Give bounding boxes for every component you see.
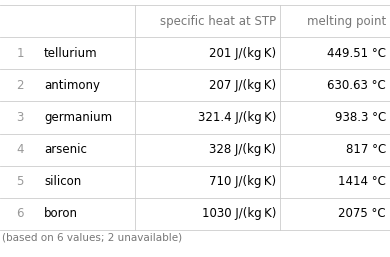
Text: antimony: antimony [44,79,100,92]
Text: (based on 6 values; 2 unavailable): (based on 6 values; 2 unavailable) [2,232,182,242]
Text: germanium: germanium [44,111,112,124]
Text: melting point: melting point [307,15,386,27]
Text: specific heat at STP: specific heat at STP [160,15,276,27]
Text: boron: boron [44,207,78,221]
Text: 710 J/(kg K): 710 J/(kg K) [209,175,276,188]
Text: 1030 J/(kg K): 1030 J/(kg K) [202,207,276,221]
Text: 1: 1 [16,47,24,60]
Text: 2075 °C: 2075 °C [339,207,386,221]
Text: 630.63 °C: 630.63 °C [327,79,386,92]
Text: 3: 3 [16,111,24,124]
Text: arsenic: arsenic [44,143,87,156]
Text: 449.51 °C: 449.51 °C [327,47,386,60]
Text: 6: 6 [16,207,24,221]
Text: 938.3 °C: 938.3 °C [335,111,386,124]
Text: 1414 °C: 1414 °C [338,175,386,188]
Text: 4: 4 [16,143,24,156]
Text: silicon: silicon [44,175,81,188]
Text: 201 J/(kg K): 201 J/(kg K) [209,47,276,60]
Text: 321.4 J/(kg K): 321.4 J/(kg K) [198,111,276,124]
Text: 207 J/(kg K): 207 J/(kg K) [209,79,276,92]
Text: 5: 5 [16,175,24,188]
Text: 817 °C: 817 °C [346,143,386,156]
Text: 328 J/(kg K): 328 J/(kg K) [209,143,276,156]
Text: tellurium: tellurium [44,47,98,60]
Text: 2: 2 [16,79,24,92]
